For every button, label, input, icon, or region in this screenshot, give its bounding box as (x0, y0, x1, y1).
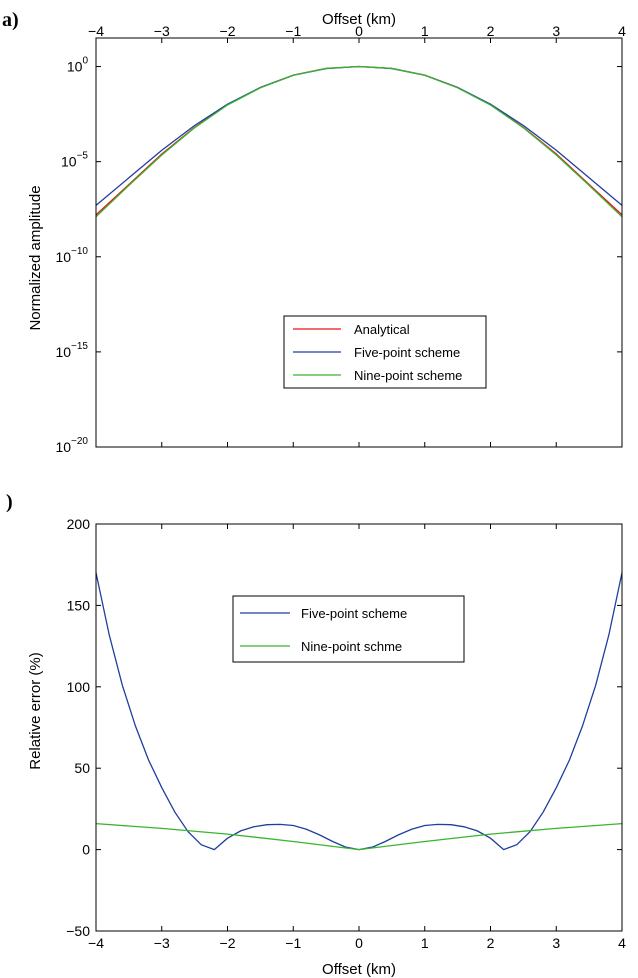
b-xtick-label: 2 (487, 935, 495, 951)
a-series-line-2 (95, 65, 623, 218)
a-xtick-label: −2 (220, 23, 236, 39)
panel-b-legend: Five-point scheme Nine-point schme (232, 595, 465, 663)
b-xtick-label: 4 (618, 935, 626, 951)
panel-b-label: ) (6, 491, 13, 513)
b-ytick-label: 0 (82, 842, 90, 858)
legend-label-five-point: Five-point scheme (354, 345, 460, 360)
b-ytick-label: −50 (66, 923, 90, 939)
panel-a-ylabel: Normalized amplitude (27, 185, 44, 330)
b-ytick-label: 200 (67, 516, 91, 532)
panel-a-legend: Analytical Five-point scheme Nine-point … (283, 315, 487, 389)
b-xtick-label: 0 (355, 935, 363, 951)
b-ytick-label: 50 (74, 760, 90, 776)
a-ytick-label: 100 (67, 56, 89, 75)
a-ytick-label: 10−15 (55, 341, 88, 360)
a-ytick-label: 10−20 (55, 436, 88, 455)
b-xtick-label: −1 (285, 935, 301, 951)
a-xtick-label: 3 (552, 23, 560, 39)
a-xtick-label: −4 (88, 23, 104, 39)
legend-label-nine-point-b: Nine-point schme (301, 639, 402, 654)
b-xtick-label: −2 (220, 935, 236, 951)
b-xtick-label: −3 (154, 935, 170, 951)
panel-b-xlabel: Offset (km) (322, 961, 396, 978)
panel-b: ) Offset (km) Relative error (%) −4 −3 −2 −… (6, 491, 626, 978)
panel-b-legend-box (232, 595, 465, 663)
panel-a-xlabel-top: Offset (km) (322, 11, 396, 28)
panel-a-label: a) (2, 9, 19, 31)
a-xtick-label: 4 (618, 23, 626, 39)
panel-a: a) Offset (km) Normalized amplitude −4 −3… (2, 9, 626, 455)
a-xtick-label: 1 (421, 23, 429, 39)
a-xtick-label: −1 (285, 23, 301, 39)
a-ytick-label: 10−5 (61, 151, 88, 170)
a-xtick-label: 0 (355, 23, 363, 39)
b-series-line-1 (95, 822, 623, 851)
b-xtick-label: 3 (552, 935, 560, 951)
panel-a-axes-frame (95, 37, 623, 448)
a-xtick-label: −3 (154, 23, 170, 39)
legend-label-analytical: Analytical (354, 322, 410, 337)
panel-b-ylabel: Relative error (%) (27, 652, 44, 770)
b-ytick-label: 150 (67, 597, 91, 613)
a-xtick-label: 2 (487, 23, 495, 39)
panel-b-axes-frame (95, 523, 623, 932)
legend-label-five-point-b: Five-point scheme (301, 606, 407, 621)
b-xtick-label: −4 (88, 935, 104, 951)
a-ytick-label: 10−10 (55, 246, 88, 265)
a-series-line-1 (95, 65, 623, 206)
legend-label-nine-point: Nine-point scheme (354, 368, 462, 383)
b-xtick-label: 1 (421, 935, 429, 951)
b-ytick-label: 100 (67, 679, 91, 695)
